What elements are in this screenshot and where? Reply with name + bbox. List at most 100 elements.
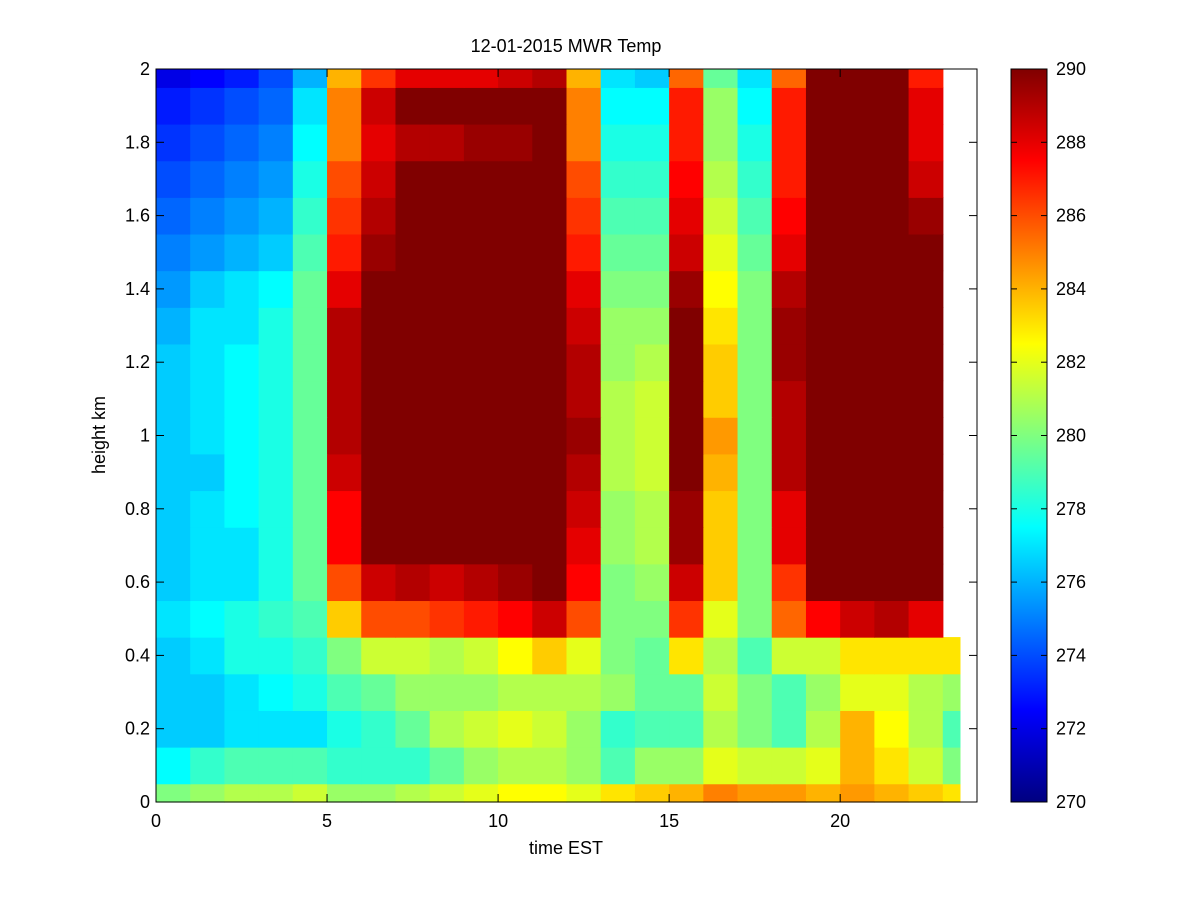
heatmap-cell bbox=[532, 673, 568, 711]
heatmap-cell bbox=[703, 270, 739, 308]
heatmap-cell bbox=[463, 69, 499, 88]
heatmap-cell bbox=[463, 417, 499, 455]
heatmap-cell bbox=[703, 307, 739, 345]
heatmap-cell bbox=[771, 380, 807, 418]
heatmap-cell bbox=[292, 123, 328, 162]
heatmap-cell bbox=[737, 783, 773, 803]
heatmap-cell bbox=[669, 343, 704, 382]
heatmap-cell bbox=[703, 197, 739, 235]
heatmap-cell bbox=[224, 673, 260, 711]
heatmap-cell bbox=[771, 123, 807, 162]
heatmap-cell bbox=[327, 783, 362, 803]
heatmap-cell bbox=[908, 307, 944, 345]
heatmap-cell bbox=[190, 417, 226, 455]
heatmap-cell bbox=[737, 637, 773, 675]
heatmap-cell bbox=[463, 747, 499, 785]
heatmap-cells bbox=[156, 69, 961, 803]
heatmap-cell bbox=[498, 123, 533, 162]
heatmap-cell bbox=[771, 270, 807, 308]
heatmap-cell bbox=[224, 417, 260, 455]
heatmap-cell bbox=[224, 380, 260, 418]
heatmap-cell bbox=[395, 637, 431, 675]
heatmap-cell bbox=[463, 710, 499, 748]
heatmap-cell bbox=[532, 527, 568, 565]
heatmap-cell bbox=[224, 123, 260, 162]
heatmap-cell bbox=[327, 307, 362, 345]
heatmap-cell bbox=[395, 270, 431, 308]
heatmap-cell bbox=[771, 69, 807, 88]
heatmap-cell bbox=[156, 783, 191, 803]
heatmap-cell bbox=[498, 343, 533, 382]
heatmap-cell bbox=[874, 673, 910, 711]
heatmap-cell bbox=[737, 600, 773, 638]
heatmap-cell bbox=[498, 69, 533, 88]
heatmap-cell bbox=[190, 747, 226, 785]
heatmap-cell bbox=[908, 233, 944, 272]
heatmap-cell bbox=[669, 417, 704, 455]
heatmap-cell bbox=[874, 87, 910, 125]
y-tick-label: 0.6 bbox=[125, 572, 150, 592]
y-tick-label: 0.8 bbox=[125, 499, 150, 519]
heatmap-cell bbox=[669, 197, 704, 235]
heatmap-cell bbox=[634, 87, 670, 125]
heatmap-cell bbox=[703, 747, 739, 785]
heatmap-cell bbox=[429, 233, 465, 272]
heatmap-cell bbox=[566, 197, 602, 235]
heatmap-cell bbox=[600, 380, 636, 418]
x-tick-label: 0 bbox=[151, 811, 161, 831]
heatmap-cell bbox=[258, 380, 294, 418]
heatmap-cell bbox=[361, 673, 397, 711]
heatmap-cell bbox=[224, 783, 260, 803]
heatmap-cell bbox=[532, 417, 568, 455]
heatmap-cell bbox=[703, 710, 739, 748]
heatmap-cell bbox=[874, 747, 910, 785]
heatmap-cell bbox=[874, 270, 910, 308]
heatmap-cell bbox=[703, 563, 739, 602]
heatmap-cell bbox=[874, 343, 910, 382]
heatmap-cell bbox=[908, 87, 944, 125]
heatmap-cell bbox=[874, 160, 910, 198]
colorbar-tick-label: 290 bbox=[1056, 59, 1086, 79]
heatmap-cell bbox=[634, 307, 670, 345]
heatmap-cell bbox=[805, 69, 841, 88]
heatmap-cell bbox=[669, 453, 704, 492]
x-tick-label: 15 bbox=[659, 811, 679, 831]
heatmap-cell bbox=[805, 160, 841, 198]
heatmap-cell bbox=[771, 490, 807, 528]
heatmap-cell bbox=[156, 69, 191, 88]
heatmap-cell bbox=[805, 380, 841, 418]
heatmap-cell bbox=[429, 307, 465, 345]
heatmap-cell bbox=[395, 453, 431, 492]
heatmap-cell bbox=[771, 747, 807, 785]
heatmap-cell bbox=[292, 87, 328, 125]
heatmap-cell bbox=[224, 527, 260, 565]
heatmap-cell bbox=[771, 160, 807, 198]
heatmap-cell bbox=[224, 637, 260, 675]
heatmap-cell bbox=[771, 87, 807, 125]
heatmap-cell bbox=[942, 673, 961, 711]
heatmap-cell bbox=[327, 343, 362, 382]
heatmap-cell bbox=[532, 600, 568, 638]
heatmap-cell bbox=[190, 87, 226, 125]
heatmap-cell bbox=[156, 87, 191, 125]
heatmap-cell bbox=[703, 87, 739, 125]
heatmap-cell bbox=[737, 417, 773, 455]
heatmap-cell bbox=[463, 490, 499, 528]
heatmap-cell bbox=[498, 490, 533, 528]
heatmap-cell bbox=[292, 673, 328, 711]
heatmap-cell bbox=[840, 197, 875, 235]
heatmap-cell bbox=[327, 69, 362, 88]
colorbar-tick-label: 274 bbox=[1056, 645, 1086, 665]
heatmap-cell bbox=[395, 380, 431, 418]
heatmap-cell bbox=[395, 527, 431, 565]
heatmap-cell bbox=[258, 453, 294, 492]
heatmap-cell bbox=[190, 160, 226, 198]
colorbar-tick-label: 278 bbox=[1056, 499, 1086, 519]
heatmap-cell bbox=[634, 783, 670, 803]
heatmap-cell bbox=[566, 69, 602, 88]
y-axis-ticks: 0 0.2 0.4 0.6 0.8 1 1.2 1.4 1.6 1.8 2 bbox=[125, 59, 977, 812]
heatmap-cell bbox=[463, 233, 499, 272]
heatmap-cell bbox=[840, 490, 875, 528]
heatmap-cell bbox=[395, 233, 431, 272]
heatmap-cell bbox=[805, 783, 841, 803]
